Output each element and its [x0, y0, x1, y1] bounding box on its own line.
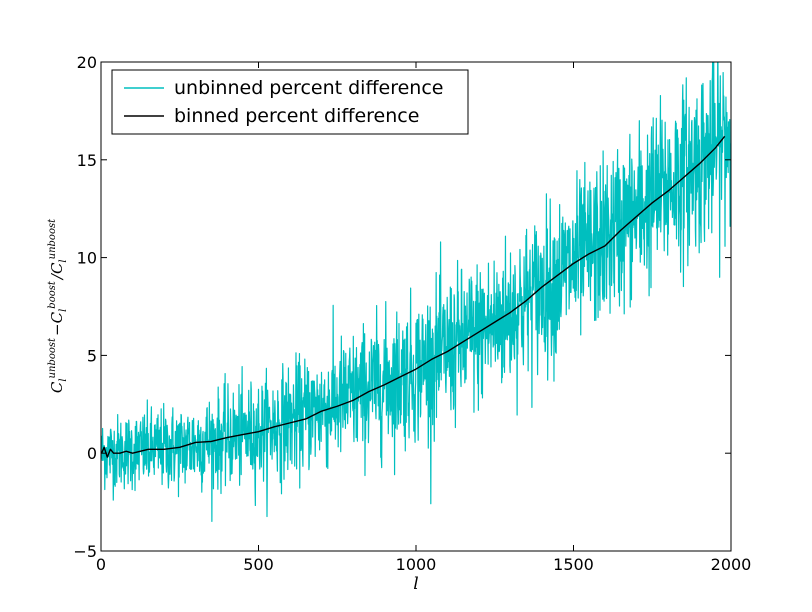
y-tick-label: 0: [87, 444, 97, 463]
x-tick-label: 1500: [553, 555, 594, 574]
y-axis-label: Clunboost−Clboost/Clunboost: [47, 218, 69, 393]
legend-label-unbinned: unbinned percent difference: [174, 77, 444, 99]
legend: unbinned percent difference binned perce…: [111, 69, 469, 135]
y-tick-label: −5: [73, 542, 97, 561]
plot-area: [101, 62, 731, 523]
y-tick-label: 10: [77, 249, 97, 268]
x-tick-label: 2000: [711, 555, 752, 574]
x-tick-label: 0: [96, 555, 106, 574]
y-tick-label: 20: [77, 53, 97, 72]
x-tick-label: 1000: [396, 555, 437, 574]
legend-box: [111, 69, 469, 135]
y-tick-label: 15: [77, 151, 97, 170]
y-tick-label: 5: [87, 346, 97, 365]
x-tick-label: 500: [243, 555, 274, 574]
x-axis-label: l: [413, 574, 418, 594]
legend-label-binned: binned percent difference: [174, 105, 419, 127]
series-binned-line: [101, 135, 726, 458]
